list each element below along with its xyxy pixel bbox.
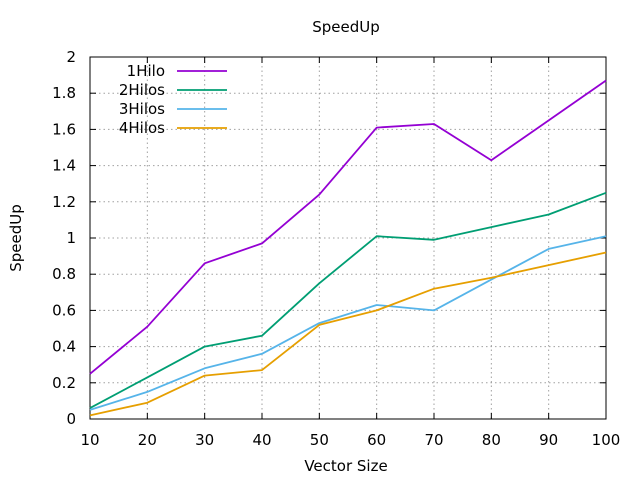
series-line-2hilos: [89, 191, 607, 409]
y-tick-label: 1.4: [52, 157, 76, 175]
x-tick-label: 100: [592, 431, 621, 449]
y-tick-label: 1.6: [52, 120, 76, 138]
x-tick-label: 80: [482, 431, 501, 449]
x-tick-label: 50: [310, 431, 329, 449]
x-tick-label: 40: [252, 431, 271, 449]
y-tick-label: 1.2: [52, 193, 76, 211]
chart-title: SpeedUp: [312, 18, 380, 36]
x-tick-label: 90: [539, 431, 558, 449]
legend-label: 2Hilos: [119, 81, 165, 99]
x-tick-labels: 10 20 30 40 50 60 70 80 90 100: [80, 431, 620, 449]
x-tick-label: 20: [138, 431, 157, 449]
y-tick-label: 1.8: [52, 84, 76, 102]
legend-label: 3Hilos: [119, 100, 165, 118]
series-line-3hilos: [89, 235, 607, 411]
plot-frame: [89, 56, 607, 420]
y-tick-label: 0.4: [52, 338, 76, 356]
y-tick-label: 1: [66, 229, 76, 247]
x-axis-label: Vector Size: [304, 457, 387, 475]
y-tick-label: 0.8: [52, 265, 76, 283]
y-tick-label: 0: [66, 410, 76, 428]
y-tick-labels: 0 0.2 0.4 0.6 0.8 1 1.2 1.4 1.6 1.8 2: [52, 48, 76, 428]
grid-lines: [89, 56, 607, 420]
x-tick-label: 10: [80, 431, 99, 449]
series-lines: [89, 79, 607, 417]
y-axis-label: SpeedUp: [7, 204, 25, 272]
y-tick-label: 2: [66, 48, 76, 66]
y-tick-label: 0.2: [52, 374, 76, 392]
series-line-4hilos: [89, 251, 607, 417]
y-tick-label: 0.6: [52, 301, 76, 319]
legend-label: 4Hilos: [119, 119, 165, 137]
axis-ticks: [89, 56, 607, 420]
x-tick-label: 30: [195, 431, 214, 449]
x-tick-label: 60: [367, 431, 386, 449]
legend-label: 1Hilo: [127, 62, 165, 80]
x-tick-label: 70: [424, 431, 443, 449]
series-line-1hilo: [89, 79, 607, 375]
